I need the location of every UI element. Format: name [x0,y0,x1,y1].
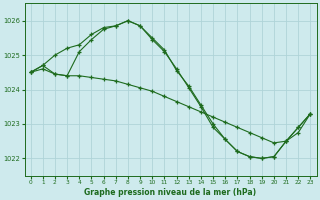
X-axis label: Graphe pression niveau de la mer (hPa): Graphe pression niveau de la mer (hPa) [84,188,257,197]
